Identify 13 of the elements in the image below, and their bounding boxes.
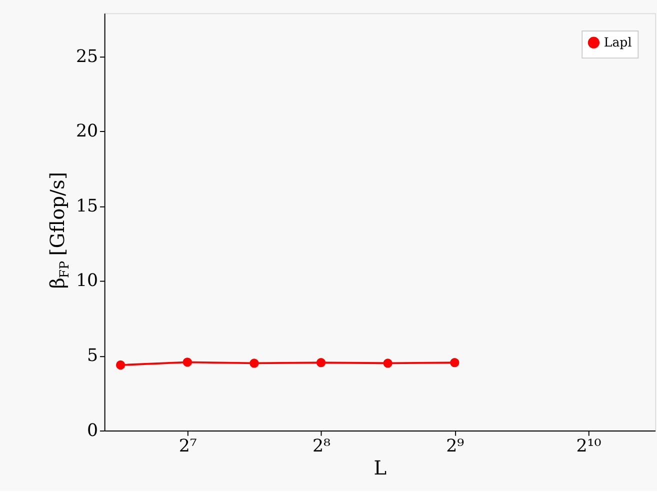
y-tick-label: 15 bbox=[76, 196, 98, 216]
x-tick-label: 2⁹ bbox=[446, 436, 464, 456]
y-tick-label: 25 bbox=[76, 46, 98, 67]
y-tick-label: 20 bbox=[76, 122, 98, 142]
y-tick-label: 0 bbox=[87, 420, 98, 441]
y-axis-title: βFP [Gflop/s] bbox=[46, 172, 72, 289]
x-tick-label: 2¹⁰ bbox=[576, 436, 602, 456]
legend-label: Lapl bbox=[604, 34, 632, 50]
y-tick-label: 5 bbox=[87, 346, 98, 366]
y-tick-label: 10 bbox=[76, 271, 98, 292]
x-tick-label: 2⁷ bbox=[178, 436, 197, 456]
x-axis-title: L bbox=[374, 456, 387, 480]
x-tick-label: 2⁸ bbox=[312, 436, 331, 456]
